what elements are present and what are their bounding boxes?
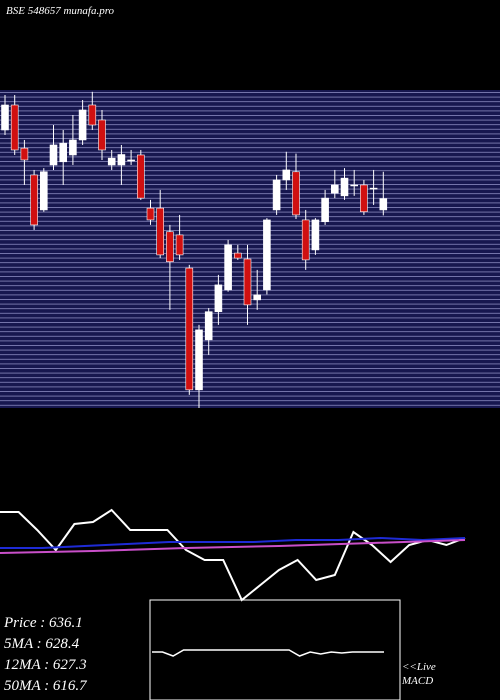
candle-body bbox=[340, 177, 349, 197]
indicator-line bbox=[0, 539, 466, 554]
candle-body bbox=[127, 159, 135, 162]
candle-body bbox=[195, 329, 203, 391]
candle-body bbox=[30, 174, 38, 226]
indicator-line bbox=[0, 536, 466, 549]
info-text: Price : 636.1 bbox=[3, 615, 83, 631]
candle-body bbox=[360, 184, 368, 213]
candle-body bbox=[166, 231, 174, 263]
candle-body bbox=[253, 294, 261, 301]
info-text: 12MA : 627.3 bbox=[4, 657, 87, 673]
indicator-line bbox=[0, 508, 466, 602]
candle-body bbox=[234, 252, 242, 259]
price-panel bbox=[0, 90, 500, 408]
candle-body bbox=[117, 154, 126, 166]
candle-body bbox=[20, 147, 29, 161]
candle-body bbox=[78, 109, 87, 141]
chart-title: BSE 548657 munafa.pro bbox=[6, 5, 115, 17]
candle-body bbox=[330, 184, 339, 194]
candle-body bbox=[175, 234, 184, 256]
candle-body bbox=[137, 154, 145, 199]
macd-label: <<Live bbox=[402, 661, 436, 673]
info-text: 5MA : 628.4 bbox=[4, 636, 80, 652]
candle-body bbox=[10, 104, 19, 151]
candle-body bbox=[1, 104, 9, 131]
candle-body bbox=[185, 267, 194, 391]
candle-body bbox=[107, 157, 116, 166]
candle-body bbox=[243, 258, 252, 306]
candle-body bbox=[282, 169, 291, 181]
info-text: 50MA : 616.7 bbox=[4, 678, 88, 694]
macd-label: MACD bbox=[401, 675, 433, 687]
candle-body bbox=[88, 104, 97, 126]
candle-body bbox=[272, 179, 281, 211]
candle-body bbox=[263, 219, 271, 291]
candle-body bbox=[146, 207, 155, 221]
candle-body bbox=[39, 171, 48, 211]
candle-body bbox=[59, 142, 68, 163]
candle-body bbox=[98, 119, 106, 151]
candle-body bbox=[350, 184, 359, 187]
candle-body bbox=[311, 219, 320, 251]
candle-body bbox=[224, 244, 232, 291]
macd-line bbox=[152, 649, 384, 657]
candle-body bbox=[69, 139, 77, 156]
candle-body bbox=[379, 198, 388, 211]
candle-body bbox=[156, 207, 164, 256]
candle-body bbox=[292, 171, 300, 216]
candle-body bbox=[49, 144, 58, 166]
candle-body bbox=[369, 187, 378, 190]
candle-body bbox=[204, 311, 213, 341]
candle-body bbox=[301, 219, 310, 261]
candle-body bbox=[214, 284, 223, 312]
candle-body bbox=[321, 197, 329, 223]
